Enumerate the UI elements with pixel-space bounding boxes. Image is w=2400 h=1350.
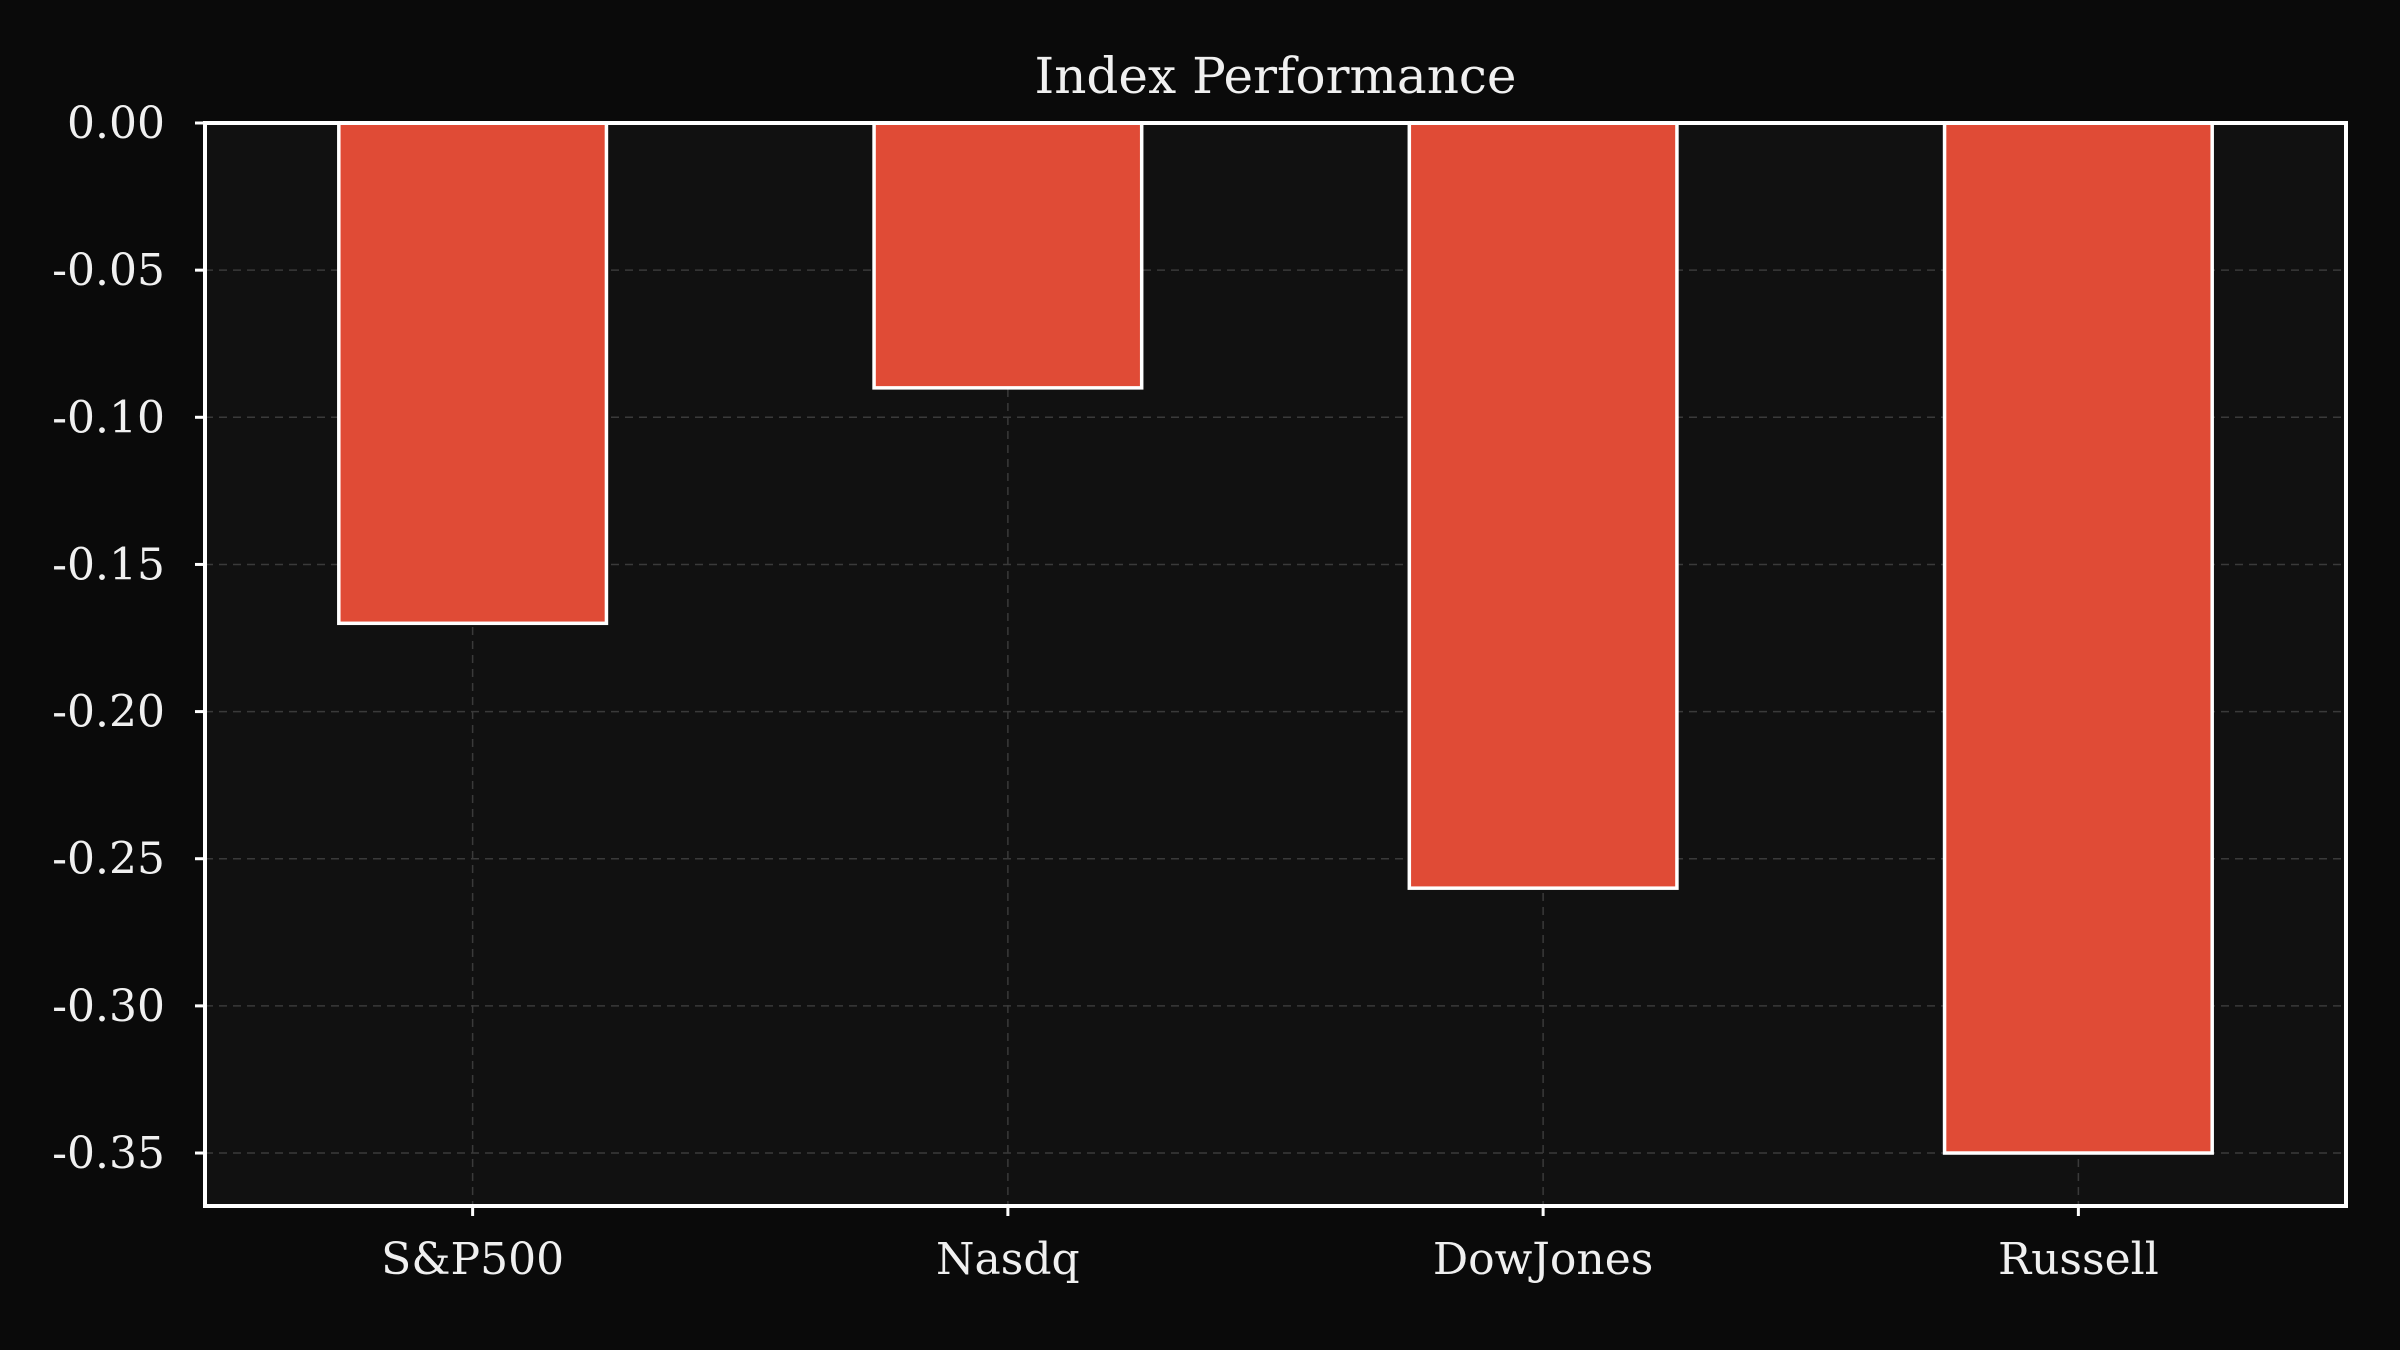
x-tick-label: Russell — [1998, 1234, 2159, 1285]
y-axis-ticks: 0.00 -0.05 -0.10 -0.15 -0.20 -0.25 -0.30 -0.35 — [52, 98, 205, 1179]
chart-title: Index Performance — [1034, 47, 1516, 105]
x-tick-label: DowJones — [1433, 1234, 1654, 1285]
y-tick-label: -0.25 — [52, 834, 165, 885]
x-tick-label: S&P500 — [381, 1234, 564, 1285]
bar-sp500 — [337, 121, 609, 626]
y-tick-label: -0.35 — [52, 1128, 165, 1179]
y-tick-label: 0.00 — [67, 98, 165, 149]
y-tick-label: -0.30 — [52, 981, 165, 1032]
plot-border — [203, 121, 2348, 1208]
y-tick-label: -0.20 — [52, 687, 165, 738]
y-tick-label: -0.15 — [52, 539, 165, 590]
bar-dowjones — [1407, 121, 1679, 890]
y-tick-label: -0.10 — [52, 392, 165, 443]
y-tick-label: -0.05 — [52, 245, 165, 296]
bars — [337, 121, 2214, 1155]
x-tick-label: Nasdq — [936, 1234, 1080, 1285]
bar-nasdq — [872, 121, 1144, 390]
x-axis-ticks: S&P500 Nasdq DowJones Russell — [381, 1206, 2159, 1285]
bar-russell — [1942, 121, 2214, 1155]
